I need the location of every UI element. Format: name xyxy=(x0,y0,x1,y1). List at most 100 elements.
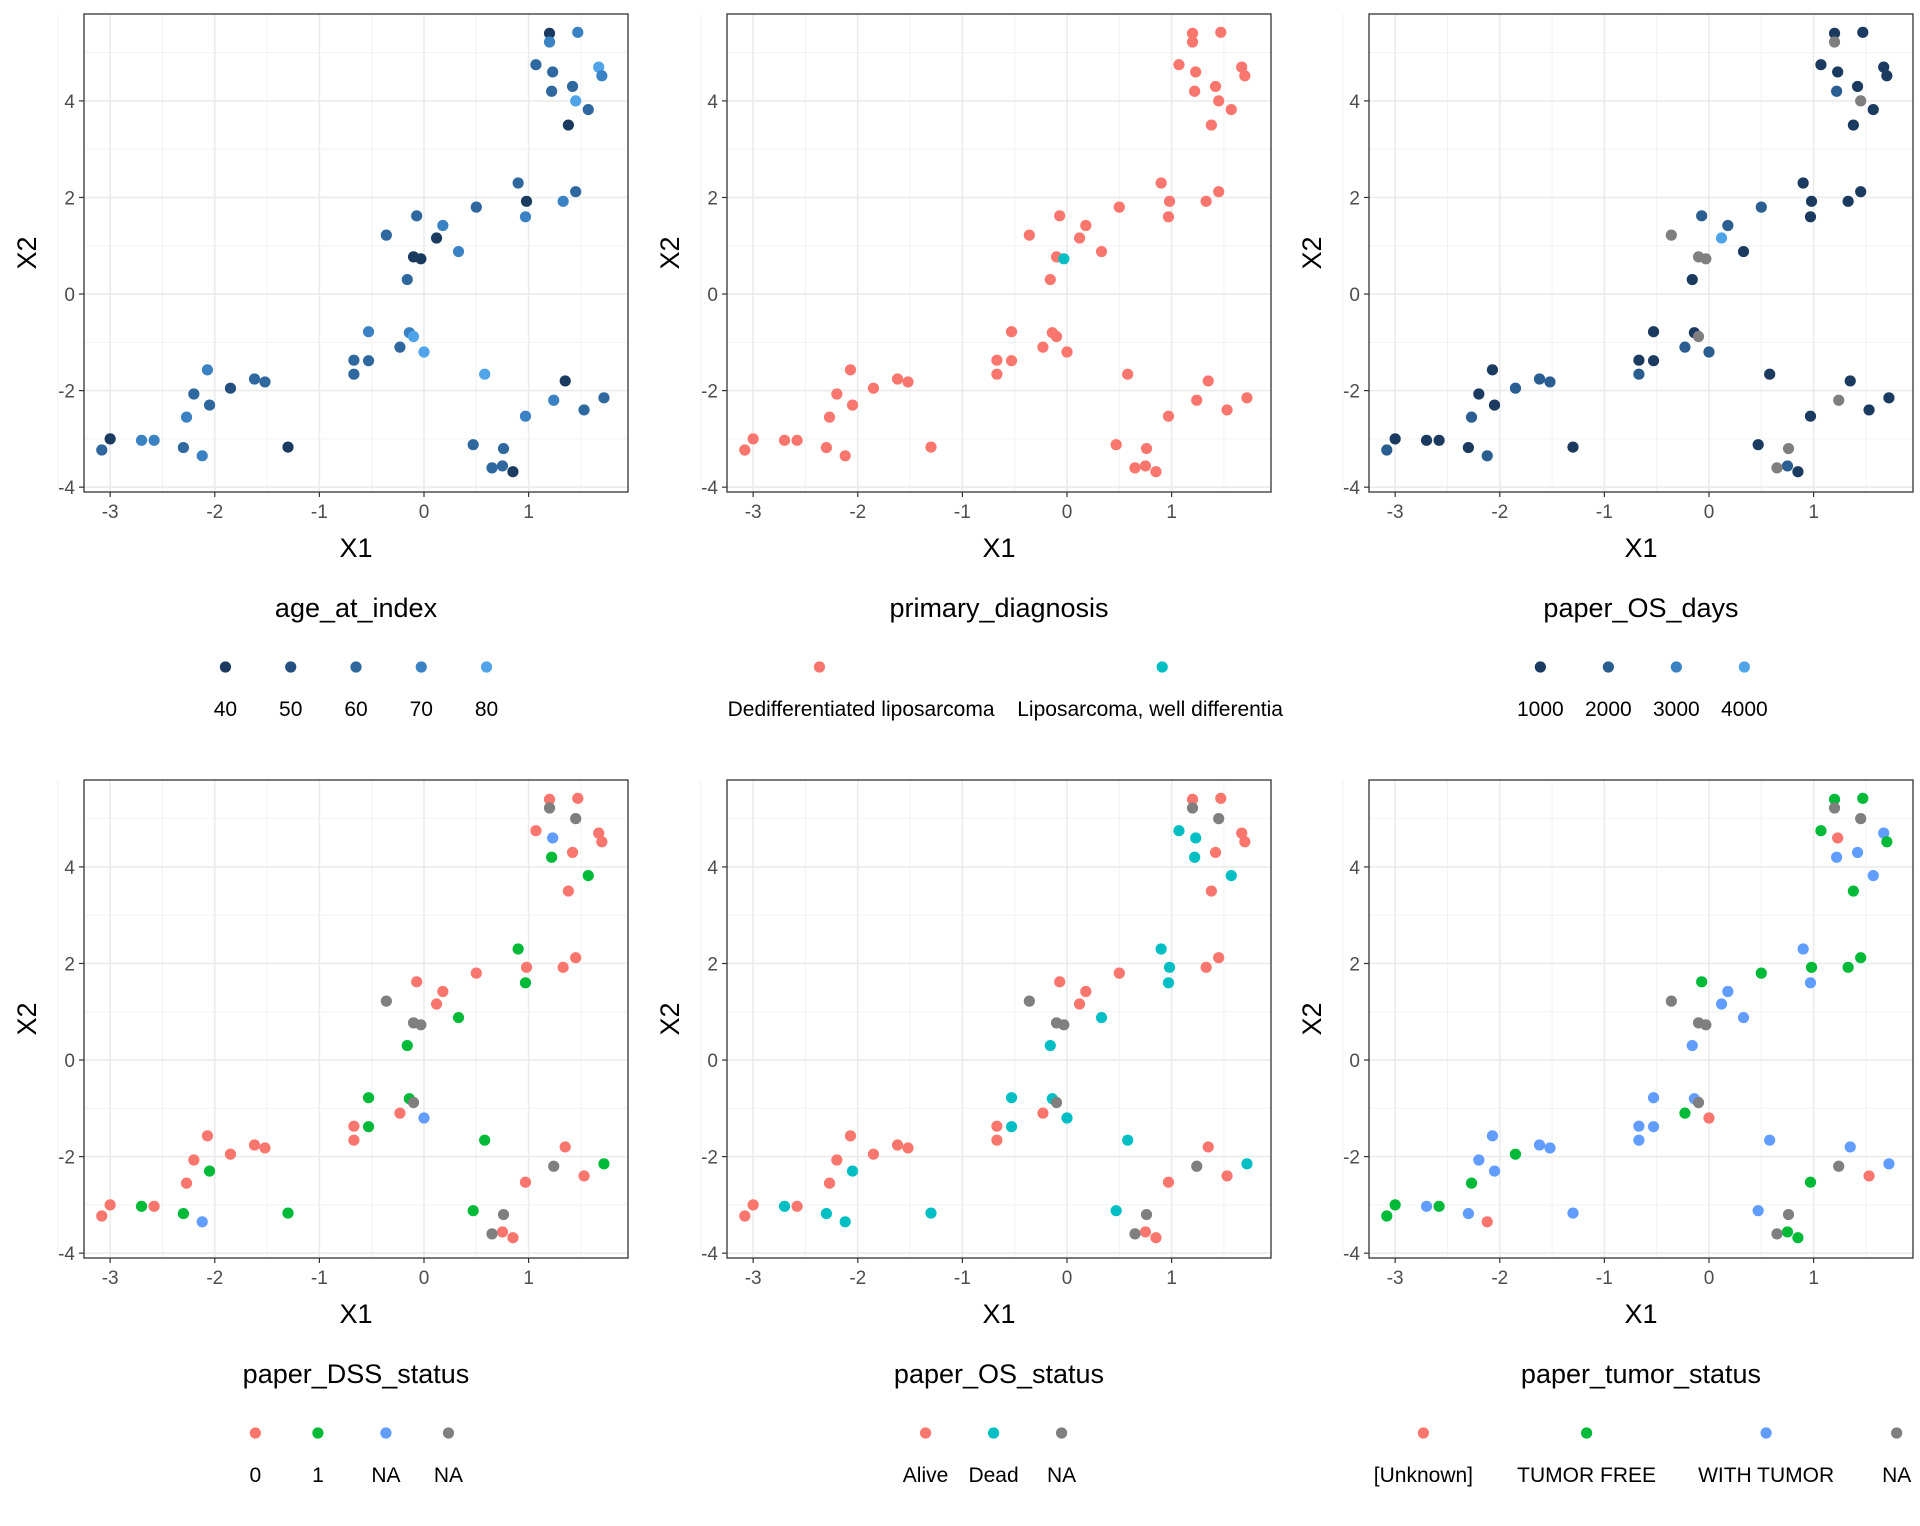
y-axis-title: X2 xyxy=(1297,236,1327,269)
data-point xyxy=(1023,229,1035,241)
data-point xyxy=(415,253,427,265)
y-tick-label: 4 xyxy=(64,858,75,879)
x-tick-label: -1 xyxy=(311,1268,328,1289)
data-point xyxy=(1833,1160,1845,1172)
data-point xyxy=(1804,977,1817,989)
data-point xyxy=(1162,211,1175,223)
data-point xyxy=(1883,1158,1895,1170)
data-point xyxy=(177,1207,189,1220)
plot-background xyxy=(84,14,628,492)
y-tick-label: -4 xyxy=(1343,478,1360,499)
legend-label: 4000 xyxy=(1721,698,1768,721)
data-point xyxy=(1486,364,1499,376)
data-point xyxy=(778,1200,791,1212)
data-point xyxy=(1844,1141,1856,1153)
data-point xyxy=(512,177,524,189)
data-point xyxy=(348,1120,360,1132)
data-point xyxy=(1162,977,1175,989)
data-point xyxy=(1781,1226,1794,1238)
legend: paper_DSS_status 0 1 NA NA xyxy=(243,1359,470,1487)
data-point xyxy=(582,870,594,882)
y-tick-label: -4 xyxy=(58,478,75,499)
data-point xyxy=(1162,1176,1175,1188)
data-point xyxy=(394,341,406,353)
data-point xyxy=(1163,195,1176,207)
data-point xyxy=(1851,846,1864,859)
data-point xyxy=(362,1121,375,1133)
x-axis-title: X1 xyxy=(982,1299,1015,1329)
data-point xyxy=(1095,245,1108,258)
data-point xyxy=(1433,434,1445,446)
data-point xyxy=(407,330,420,343)
data-point xyxy=(201,364,214,376)
y-axis-title: X2 xyxy=(655,236,685,269)
scatter-panel-5: -3 -2 -1 0 1 -4 -2 0 2 4 X1 X2 paper_OS_status Alive D… xyxy=(655,779,1272,1487)
data-point xyxy=(1150,1232,1162,1244)
data-point xyxy=(566,80,579,93)
data-point xyxy=(1722,985,1734,998)
data-point xyxy=(1462,1207,1474,1220)
data-point xyxy=(437,219,449,232)
data-point xyxy=(1847,119,1859,131)
data-point xyxy=(1389,433,1401,445)
data-point xyxy=(1209,80,1222,93)
data-point xyxy=(1215,26,1227,38)
data-point xyxy=(1863,404,1875,416)
legend-key xyxy=(350,661,362,673)
x-tick-label: 0 xyxy=(419,502,430,523)
data-point xyxy=(1095,1011,1108,1024)
data-point xyxy=(1061,1112,1073,1124)
legend-title: paper_DSS_status xyxy=(243,1359,470,1389)
data-point xyxy=(1239,70,1251,82)
data-point xyxy=(562,119,574,131)
data-point xyxy=(1005,1121,1018,1133)
data-point xyxy=(991,368,1003,380)
x-tick-label: -3 xyxy=(745,502,762,523)
data-point xyxy=(467,1205,479,1217)
data-point xyxy=(1044,1039,1056,1052)
data-point xyxy=(430,998,443,1010)
y-tick-label: -4 xyxy=(701,1244,718,1265)
data-point xyxy=(1186,27,1199,39)
data-point xyxy=(1771,1228,1783,1240)
data-point xyxy=(1186,802,1199,814)
legend-key xyxy=(1891,1427,1903,1439)
legend-label: Dedifferentiated liposarcoma xyxy=(728,698,995,721)
data-point xyxy=(1486,1130,1499,1142)
data-point xyxy=(1700,253,1712,265)
data-point xyxy=(570,813,582,825)
data-point xyxy=(543,27,556,39)
data-point xyxy=(1855,95,1867,107)
y-tick-label: 4 xyxy=(1349,92,1360,113)
y-tick-label: 0 xyxy=(707,1051,718,1072)
legend: paper_tumor_status [Unknown] TUMOR FREE WIT… xyxy=(1374,1359,1911,1487)
data-point xyxy=(1225,104,1237,116)
data-point xyxy=(1465,411,1478,423)
data-point xyxy=(1781,460,1794,472)
data-point xyxy=(1831,851,1843,863)
data-point xyxy=(1037,341,1049,353)
data-point xyxy=(570,95,582,107)
data-point xyxy=(562,885,574,897)
data-point xyxy=(1633,1120,1645,1132)
y-tick-label: -2 xyxy=(1343,1148,1360,1169)
data-point xyxy=(820,441,832,454)
data-point xyxy=(1804,211,1817,223)
y-tick-label: 0 xyxy=(1349,1051,1360,1072)
x-tick-label: -1 xyxy=(1596,1268,1613,1289)
data-point xyxy=(282,1207,294,1219)
x-tick-label: -2 xyxy=(849,1268,866,1289)
data-point xyxy=(570,952,582,964)
data-point xyxy=(1647,1121,1660,1133)
data-point xyxy=(902,1142,914,1154)
legend-title: paper_OS_days xyxy=(1543,593,1738,623)
data-point xyxy=(1481,1216,1493,1228)
y-tick-label: 2 xyxy=(707,954,718,975)
data-point xyxy=(1878,61,1890,73)
legend-label: NA xyxy=(1882,1464,1911,1487)
legend-title: primary_diagnosis xyxy=(889,593,1108,623)
data-point xyxy=(1633,1134,1645,1146)
data-point xyxy=(1113,967,1125,979)
data-point xyxy=(1647,1092,1660,1104)
data-point xyxy=(104,1199,116,1211)
